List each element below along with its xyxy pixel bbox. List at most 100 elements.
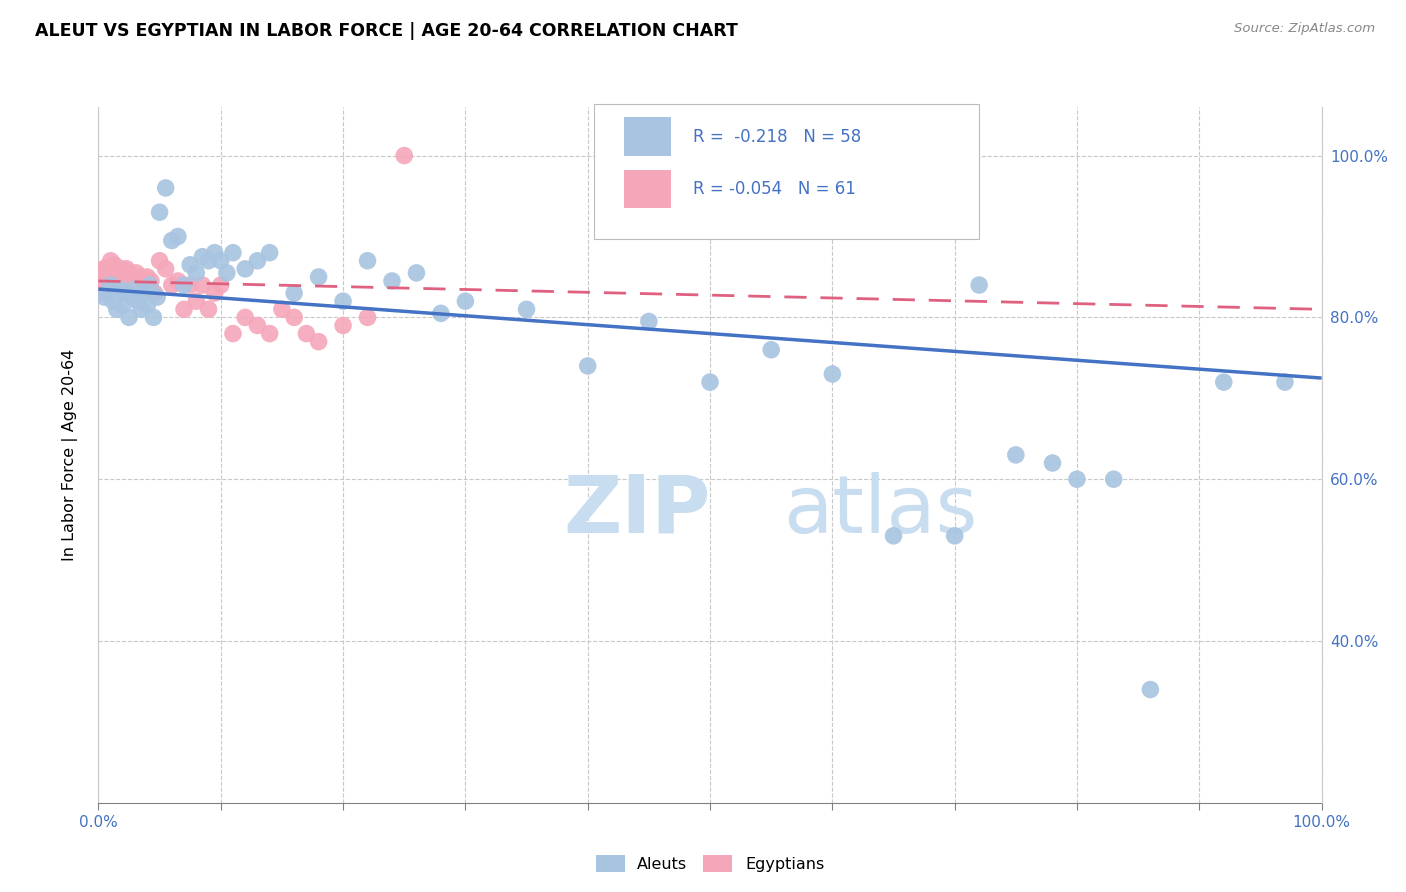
Point <box>104 278 127 293</box>
Point <box>204 245 226 260</box>
Point <box>103 258 125 272</box>
Text: ZIP: ZIP <box>564 472 710 549</box>
Point <box>120 269 142 284</box>
Text: R =  -0.218   N = 58: R = -0.218 N = 58 <box>693 128 860 145</box>
Point <box>132 278 155 293</box>
Point <box>405 266 427 280</box>
Point <box>283 286 305 301</box>
Point <box>97 278 120 293</box>
Point <box>197 253 219 268</box>
Point <box>111 298 134 312</box>
Point <box>124 278 146 293</box>
Point <box>821 367 844 381</box>
Point <box>134 286 156 301</box>
Point <box>233 261 256 276</box>
Point <box>1139 682 1161 697</box>
Point <box>118 266 141 280</box>
Text: R = -0.054   N = 61: R = -0.054 N = 61 <box>693 180 856 198</box>
Point <box>96 266 118 280</box>
Point <box>197 302 219 317</box>
Point <box>967 278 990 293</box>
Point <box>173 278 195 293</box>
Point <box>160 234 183 248</box>
Point <box>101 274 124 288</box>
Point <box>186 294 208 309</box>
Point <box>112 278 135 293</box>
Point <box>233 310 256 325</box>
Point <box>246 253 269 268</box>
Point <box>1212 375 1234 389</box>
Point <box>100 253 122 268</box>
Point <box>101 266 124 280</box>
Text: ALEUT VS EGYPTIAN IN LABOR FORCE | AGE 20-64 CORRELATION CHART: ALEUT VS EGYPTIAN IN LABOR FORCE | AGE 2… <box>35 22 738 40</box>
Point <box>454 294 477 309</box>
Point <box>110 282 132 296</box>
Point <box>91 274 114 288</box>
Point <box>308 269 330 284</box>
Point <box>122 274 145 288</box>
Point <box>117 286 139 301</box>
FancyBboxPatch shape <box>593 103 979 239</box>
Point <box>222 326 245 341</box>
Point <box>1274 375 1296 389</box>
Y-axis label: In Labor Force | Age 20-64: In Labor Force | Age 20-64 <box>62 349 77 561</box>
Point <box>97 286 120 301</box>
Point <box>191 250 214 264</box>
Point <box>943 529 966 543</box>
Point <box>1066 472 1088 486</box>
Point <box>209 253 232 268</box>
Point <box>93 290 115 304</box>
Point <box>121 290 143 304</box>
Point <box>124 282 146 296</box>
Point <box>167 229 190 244</box>
Point <box>209 278 232 293</box>
Point <box>111 266 134 280</box>
Point <box>259 245 281 260</box>
Point <box>108 266 131 280</box>
Point <box>146 290 169 304</box>
Point <box>1042 456 1064 470</box>
Point <box>638 314 661 328</box>
Point <box>94 261 117 276</box>
FancyBboxPatch shape <box>624 118 671 156</box>
Point <box>576 359 599 373</box>
Point <box>143 286 166 301</box>
Point <box>87 278 110 293</box>
Point <box>155 261 177 276</box>
Point <box>136 269 159 284</box>
Point <box>392 148 416 162</box>
Point <box>93 286 115 301</box>
Point <box>129 269 152 284</box>
Point <box>155 181 177 195</box>
Point <box>105 261 128 276</box>
Text: atlas: atlas <box>783 472 977 549</box>
Point <box>121 286 143 301</box>
Point <box>114 269 136 284</box>
Point <box>173 302 195 317</box>
Point <box>356 253 378 268</box>
Point <box>91 261 114 276</box>
Point <box>270 302 294 317</box>
Point <box>114 286 136 301</box>
Point <box>90 266 112 280</box>
Point <box>127 286 149 301</box>
Point <box>128 278 150 293</box>
Point <box>107 269 129 284</box>
Point <box>1102 472 1125 486</box>
Point <box>127 294 149 309</box>
Point <box>246 318 269 333</box>
Point <box>179 278 201 293</box>
Point <box>179 258 201 272</box>
Point <box>883 529 905 543</box>
Point <box>105 302 128 317</box>
Point <box>283 310 305 325</box>
Point <box>167 274 190 288</box>
FancyBboxPatch shape <box>624 169 671 208</box>
Point <box>120 278 142 293</box>
Point <box>308 334 330 349</box>
Point <box>142 310 165 325</box>
Point <box>295 326 318 341</box>
Point <box>761 343 783 357</box>
Point <box>430 306 453 320</box>
Point <box>111 261 134 276</box>
